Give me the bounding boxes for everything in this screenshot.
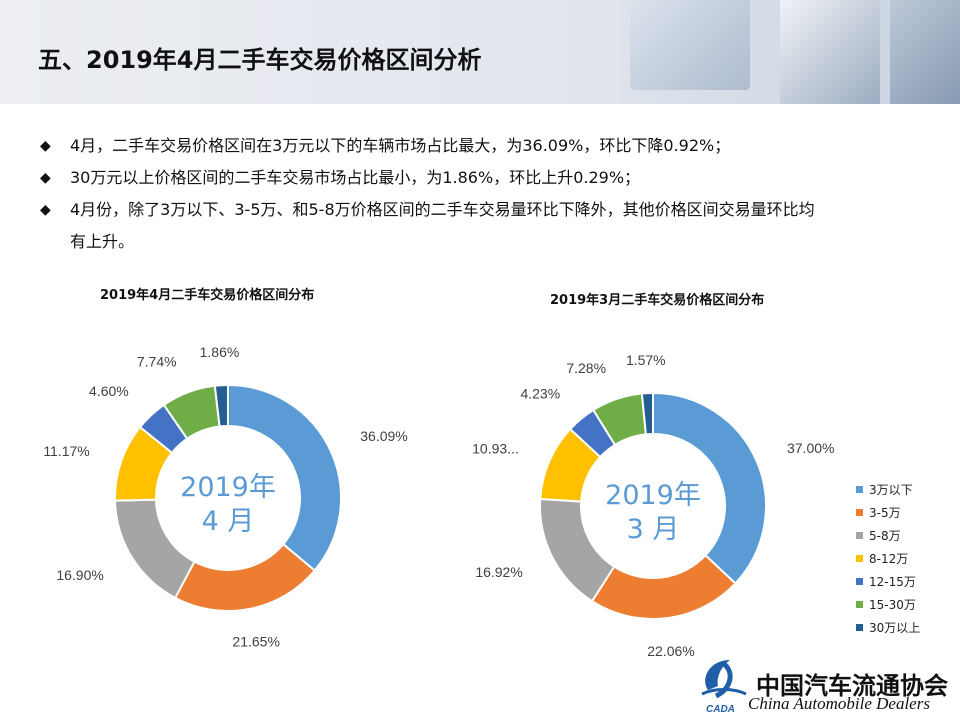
donut-center-label: 2019年 [180, 472, 276, 503]
bullet-item: ◆ 30万元以上价格区间的二手车交易市场占比最小，为1.86%，环比上升0.29… [40, 162, 940, 194]
bullet-text: 4月份，除了3万以下、3-5万、和5-8万价格区间的二手车交易量环比下降外，其他… [70, 200, 815, 251]
legend-swatch [856, 486, 863, 493]
donut-slice [590, 553, 737, 620]
svg-text:CADA: CADA [706, 704, 735, 715]
data-label: 7.28% [566, 360, 606, 376]
legend-label: 15-30万 [869, 598, 916, 612]
donut-slice [213, 383, 229, 428]
header-decoration [590, 0, 960, 104]
header-banner [0, 0, 960, 104]
donut-slice [652, 391, 767, 585]
legend-swatch [856, 578, 863, 585]
bullet-list: ◆ 4月，二手车交易价格区间在3万元以下的车辆市场占比最大，为36.09%，环比… [40, 130, 940, 258]
legend-label: 3-5万 [869, 506, 901, 520]
data-label: 4.60% [89, 383, 129, 399]
chart-title-march: 2019年3月二手车交易价格区间分布 [550, 293, 765, 308]
bullet-item: ◆ 4月，二手车交易价格区间在3万元以下的车辆市场占比最大，为36.09%，环比… [40, 130, 940, 162]
data-label: 4.23% [520, 385, 560, 401]
data-label: 11.17% [43, 443, 89, 459]
legend-item: 3-5万 [856, 501, 920, 524]
bullet-text: 4月，二手车交易价格区间在3万元以下的车辆市场占比最大，为36.09%，环比下降… [70, 136, 731, 155]
legend-item: 12-15万 [856, 570, 920, 593]
data-label: 7.74% [137, 353, 177, 369]
legend-swatch [856, 624, 863, 631]
logo: CADA 中国汽车流通协会 China Automobile Dealers [694, 654, 956, 716]
logo-english-name: China Automobile Dealers [748, 694, 930, 713]
donut-slice [227, 383, 342, 572]
bullet-text: 30万元以上价格区间的二手车交易市场占比最小，为1.86%，环比上升0.29%； [70, 168, 641, 187]
legend-swatch [856, 555, 863, 562]
donut-center-label: 4 月 [202, 506, 255, 537]
data-label: 21.65% [232, 633, 279, 649]
legend-item: 15-30万 [856, 593, 920, 616]
legend-swatch [856, 532, 863, 539]
data-label: 16.90% [56, 567, 103, 583]
donut-slice [539, 497, 616, 603]
data-label: 16.92% [475, 564, 522, 580]
legend-item: 8-12万 [856, 547, 920, 570]
legend-swatch [856, 601, 863, 608]
legend-swatch [856, 509, 863, 516]
donut-center-label: 2019年 [605, 480, 701, 511]
diamond-bullet-icon: ◆ [40, 138, 51, 154]
diamond-bullet-icon: ◆ [40, 170, 51, 186]
donut-center-label: 3 月 [627, 514, 680, 545]
legend: 3万以下 3-5万 5-8万 8-12万 12-15万 15-30万 30万以上 [856, 478, 920, 639]
legend-label: 8-12万 [869, 552, 909, 566]
donut-slice [114, 498, 196, 600]
donut-slice [173, 542, 317, 612]
legend-label: 3万以下 [869, 483, 913, 497]
donut-slice [640, 391, 654, 436]
cada-logo-icon: CADA [701, 660, 747, 715]
legend-item: 3万以下 [856, 478, 920, 501]
legend-item: 5-8万 [856, 524, 920, 547]
data-label: 10.93... [472, 440, 519, 456]
legend-label: 30万以上 [869, 621, 921, 635]
data-label: 1.57% [626, 352, 666, 368]
legend-label: 12-15万 [869, 575, 916, 589]
chart-title-april: 2019年4月二手车交易价格区间分布 [100, 288, 315, 303]
legend-label: 5-8万 [869, 529, 901, 543]
logo-chinese-name: 中国汽车流通协会 [756, 672, 948, 700]
data-label: 37.00% [787, 440, 834, 456]
data-label: 1.86% [200, 344, 240, 360]
legend-item: 30万以上 [856, 616, 920, 639]
diamond-bullet-icon: ◆ [40, 202, 51, 218]
bullet-item: ◆ 4月份，除了3万以下、3-5万、和5-8万价格区间的二手车交易量环比下降外，… [40, 194, 940, 258]
data-label: 22.06% [647, 643, 694, 659]
data-label: 36.09% [360, 428, 407, 444]
page-title: 五、2019年4月二手车交易价格区间分析 [38, 46, 482, 74]
